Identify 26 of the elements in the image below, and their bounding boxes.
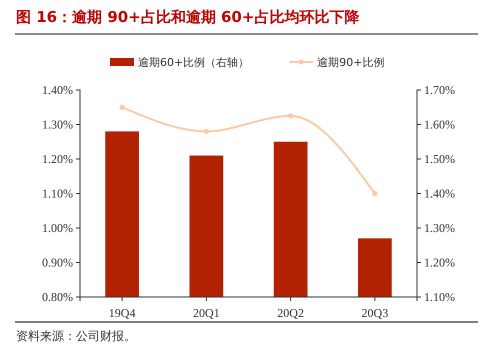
legend-label: 逾期60+比例（右轴）	[138, 56, 250, 69]
y2-tick-label: 1.50%	[424, 152, 455, 166]
point	[372, 190, 378, 196]
chart-title: 图 16：逾期 90+占比和逾期 60+占比均环比下降	[16, 8, 360, 26]
x-tick-label: 20Q1	[193, 306, 220, 320]
y2-tick-label: 1.60%	[424, 117, 455, 132]
y2-tick-label: 1.10%	[424, 290, 455, 304]
point	[119, 104, 125, 110]
legend-label: 逾期90+比例	[317, 56, 384, 69]
x-tick-label: 20Q2	[277, 306, 304, 320]
point	[204, 128, 210, 134]
point	[288, 113, 294, 119]
y2-tick-label: 1.70%	[424, 82, 455, 97]
y2-tick-label: 1.40%	[424, 186, 455, 200]
y-tick-label: 1.10%	[42, 186, 73, 200]
y-tick-label: 1.00%	[42, 220, 73, 235]
x-tick-label: 19Q4	[108, 306, 136, 320]
y2-tick-label: 1.20%	[424, 255, 455, 270]
y-tick-label: 0.90%	[42, 255, 73, 270]
x-tick-label: 20Q3	[362, 306, 388, 320]
y2-tick-label: 1.30%	[424, 220, 455, 235]
y-tick-label: 1.30%	[42, 117, 73, 132]
y-tick-label: 1.40%	[42, 82, 73, 97]
y-tick-label: 1.20%	[42, 152, 73, 166]
y-tick-label: 0.80%	[42, 290, 73, 304]
text: 资料来源：公司财报。	[16, 329, 136, 343]
